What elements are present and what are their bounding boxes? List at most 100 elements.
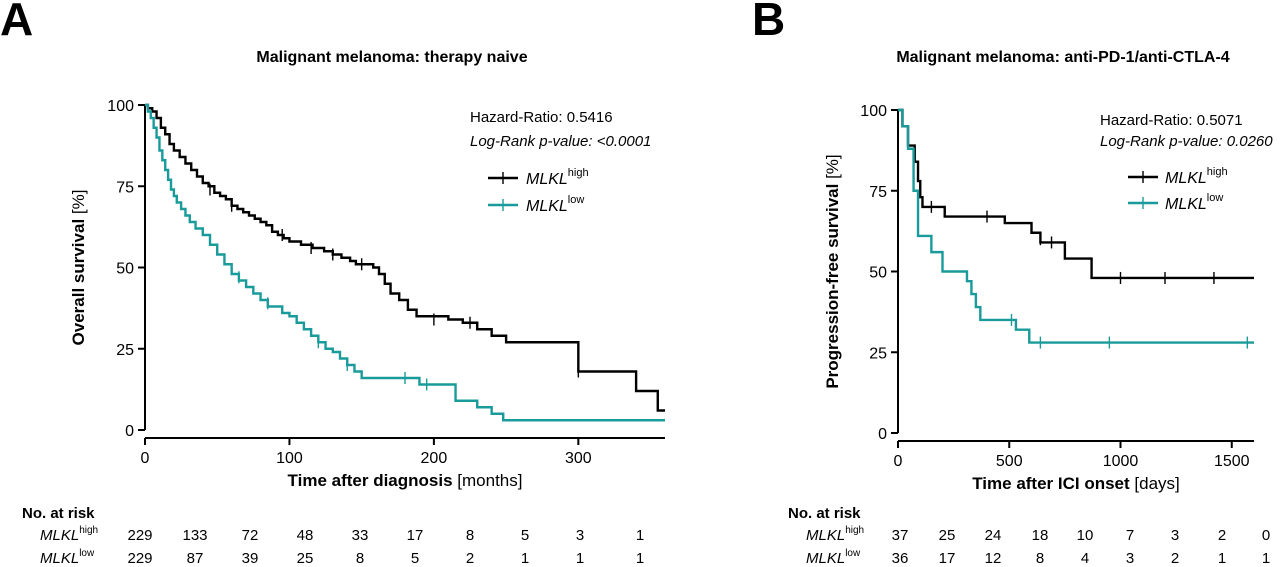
- y-tick-label: 25: [116, 342, 134, 359]
- x-tick-label: 500: [996, 453, 1023, 470]
- x-axis-label-main: Time after ICI onset: [972, 474, 1130, 493]
- y-tick-label: 100: [107, 98, 134, 115]
- x-axis-label-unit: [months]: [453, 471, 523, 490]
- legend-gene: MLKL: [526, 171, 568, 188]
- risk-table-header: No. at risk: [22, 505, 95, 522]
- x-axis-label: Time after ICI onset [days]: [972, 474, 1180, 493]
- risk-gene: MLKL: [40, 550, 79, 567]
- x-tick-label: 0: [894, 453, 903, 470]
- risk-row-label-low: MLKLlow: [40, 548, 95, 567]
- panel-b-letter: B: [752, 0, 785, 45]
- risk-count: 25: [939, 527, 956, 544]
- risk-count: 48: [297, 527, 314, 544]
- risk-gene: MLKL: [806, 550, 845, 567]
- y-axis-label: Overall survival [%]: [69, 190, 88, 346]
- risk-count: 229: [127, 527, 152, 544]
- risk-count: 1: [1262, 550, 1270, 567]
- panel-b-title: Malignant melanoma: anti-PD-1/anti-CTLA-…: [896, 49, 1229, 66]
- y-tick-label: 50: [869, 265, 887, 282]
- logrank-text: Log-Rank p-value: <0.0001: [470, 133, 651, 150]
- risk-count: 2: [466, 550, 474, 567]
- risk-count: 133: [182, 527, 207, 544]
- hazard-ratio-text: Hazard-Ratio: 0.5071: [1100, 112, 1243, 129]
- x-axis-label: Time after diagnosis [months]: [288, 471, 523, 490]
- risk-count: 39: [242, 550, 259, 567]
- y-axis-label: Progression-free survival [%]: [823, 154, 842, 388]
- risk-count: 36: [892, 550, 909, 567]
- x-tick-label: 300: [565, 450, 592, 467]
- risk-count: 1: [576, 550, 584, 567]
- risk-count: 3: [1126, 550, 1134, 567]
- risk-count: 4: [1081, 550, 1089, 567]
- x-axis-label-main: Time after diagnosis: [288, 471, 453, 490]
- risk-row-label-high: MLKLhigh: [806, 525, 864, 544]
- x-tick-label: 1000: [1103, 453, 1139, 470]
- legend-label-high: MLKLhigh: [1165, 166, 1228, 187]
- risk-table-header: No. at risk: [788, 505, 861, 522]
- legend-label-low: MLKLlow: [1165, 192, 1223, 213]
- legend-label-low: MLKLlow: [526, 194, 584, 215]
- risk-superscript: high: [79, 525, 98, 536]
- hazard-ratio-text: Hazard-Ratio: 0.5416: [470, 109, 613, 126]
- risk-count: 3: [576, 527, 584, 544]
- y-tick-label: 50: [116, 261, 134, 278]
- risk-count: 1: [636, 550, 644, 567]
- panel-a-letter: A: [0, 0, 33, 45]
- x-tick-label: 0: [141, 450, 150, 467]
- y-tick-label: 25: [869, 345, 887, 362]
- legend-label-high: MLKLhigh: [526, 167, 589, 188]
- x-tick-label: 200: [421, 450, 448, 467]
- y-axis-label-main: Overall survival: [69, 219, 88, 346]
- risk-row-label-high: MLKLhigh: [40, 525, 98, 544]
- legend-superscript: high: [568, 167, 589, 179]
- risk-count: 24: [985, 527, 1002, 544]
- y-tick-label: 75: [116, 179, 134, 196]
- risk-superscript: low: [79, 548, 95, 559]
- logrank-text: Log-Rank p-value: 0.0260: [1100, 133, 1273, 150]
- x-tick-label: 1500: [1214, 453, 1250, 470]
- risk-count: 1: [1218, 550, 1226, 567]
- risk-row-label-low: MLKLlow: [806, 548, 861, 567]
- survival-curve-high: [145, 103, 665, 412]
- risk-count: 0: [1262, 527, 1270, 544]
- risk-count: 8: [356, 550, 364, 567]
- risk-count: 12: [985, 550, 1002, 567]
- y-tick-label: 0: [125, 423, 134, 440]
- y-axis-label-main: Progression-free survival: [823, 184, 842, 389]
- risk-count: 87: [187, 550, 204, 567]
- x-tick-label: 100: [276, 450, 303, 467]
- risk-count: 5: [411, 550, 419, 567]
- risk-count: 17: [939, 550, 956, 567]
- survival-curve-low: [898, 108, 1254, 344]
- survival-curve-low: [145, 103, 665, 422]
- risk-superscript: low: [845, 548, 861, 559]
- risk-count: 2: [1218, 527, 1226, 544]
- legend-superscript: low: [1207, 192, 1224, 204]
- risk-count: 2: [1171, 550, 1179, 567]
- risk-superscript: high: [845, 525, 864, 536]
- legend-gene: MLKL: [1165, 170, 1207, 187]
- risk-gene: MLKL: [806, 527, 845, 544]
- risk-count: 10: [1077, 527, 1094, 544]
- risk-count: 17: [407, 527, 424, 544]
- y-tick-label: 100: [860, 103, 887, 120]
- y-axis-label-unit: [%]: [823, 154, 842, 183]
- risk-count: 37: [892, 527, 909, 544]
- legend-superscript: low: [568, 194, 585, 206]
- risk-count: 18: [1032, 527, 1049, 544]
- risk-count: 8: [1036, 550, 1044, 567]
- risk-count: 25: [297, 550, 314, 567]
- risk-count: 1: [636, 527, 644, 544]
- risk-count: 3: [1171, 527, 1179, 544]
- risk-gene: MLKL: [40, 527, 79, 544]
- y-tick-label: 0: [878, 426, 887, 443]
- risk-count: 8: [466, 527, 474, 544]
- y-axis-label-unit: [%]: [69, 190, 88, 219]
- x-axis-label-unit: [days]: [1130, 474, 1180, 493]
- legend-gene: MLKL: [1165, 196, 1207, 213]
- panel-a-title: Malignant melanoma: therapy naive: [256, 49, 527, 66]
- legend-gene: MLKL: [526, 198, 568, 215]
